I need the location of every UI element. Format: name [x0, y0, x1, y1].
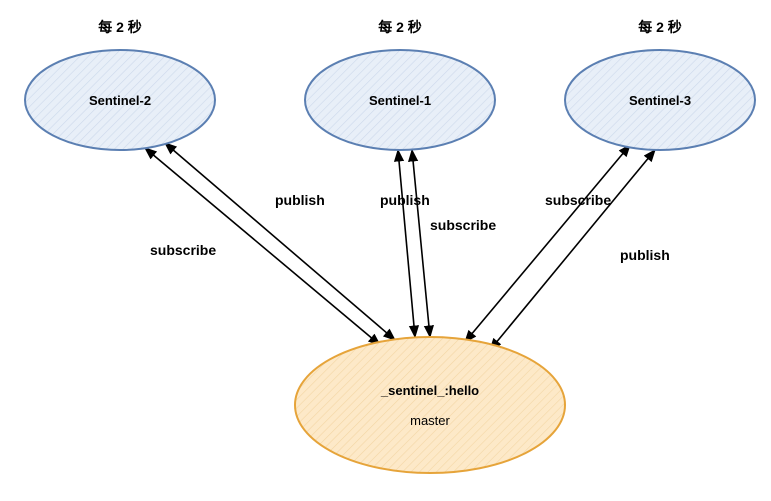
node-master: _sentinel_:hello master — [295, 337, 565, 473]
edge-s1-subscribe — [412, 150, 430, 337]
node-sentinel-1: 每 2 秒 Sentinel-1 — [305, 19, 495, 150]
node-sentinel-3: 每 2 秒 Sentinel-3 — [565, 19, 755, 150]
label-s2: Sentinel-2 — [89, 93, 151, 108]
edge-label-s2-publish: publish — [275, 192, 325, 208]
edge-s1-publish — [398, 150, 415, 337]
sublabel-master: master — [410, 413, 450, 428]
node-sentinel-2: 每 2 秒 Sentinel-2 — [25, 19, 215, 150]
label-s1: Sentinel-1 — [369, 93, 431, 108]
top-label-s1: 每 2 秒 — [378, 19, 422, 35]
edge-label-s1-subscribe: subscribe — [430, 217, 496, 233]
label-s3: Sentinel-3 — [629, 93, 691, 108]
top-label-s3: 每 2 秒 — [638, 19, 682, 35]
edge-label-s3-subscribe: subscribe — [545, 192, 611, 208]
edge-label-s3-publish: publish — [620, 247, 670, 263]
top-label-s2: 每 2 秒 — [98, 19, 142, 35]
edge-s3-subscribe — [465, 145, 630, 342]
edge-label-s1-publish: publish — [380, 192, 430, 208]
edge-label-s2-subscribe: subscribe — [150, 242, 216, 258]
label-master: _sentinel_:hello — [380, 383, 479, 398]
edges-group — [145, 143, 655, 350]
